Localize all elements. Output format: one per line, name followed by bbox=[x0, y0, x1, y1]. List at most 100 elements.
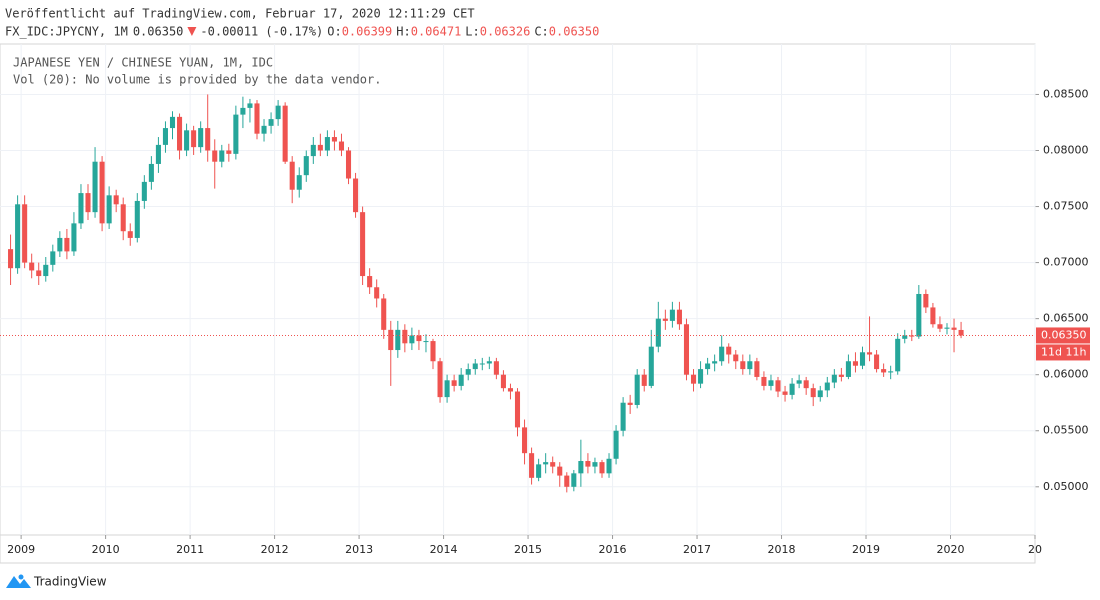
candle-body bbox=[648, 346, 654, 386]
candle-body bbox=[395, 329, 401, 351]
ohlc-key: H: bbox=[396, 25, 410, 39]
y-tick-label: 0.06000 bbox=[1043, 368, 1089, 381]
candle-body bbox=[191, 130, 197, 148]
grid: 0.05000 0.05500 0.06000 0.06500 0.07000 0.075… bbox=[0, 44, 1089, 556]
candle-body bbox=[493, 361, 499, 375]
candle-body bbox=[712, 361, 718, 364]
candle-body bbox=[874, 354, 880, 370]
ohlc-value: 0.06399 bbox=[342, 25, 393, 39]
candle-body bbox=[698, 369, 704, 384]
candle-body bbox=[113, 195, 119, 205]
x-tick-label: 20 bbox=[1028, 543, 1042, 556]
candle-body bbox=[43, 264, 49, 277]
candle-body bbox=[296, 175, 302, 190]
candle-body bbox=[184, 130, 190, 151]
x-tick-label: 2014 bbox=[430, 543, 458, 556]
candle-body bbox=[254, 103, 260, 134]
candle-body bbox=[120, 204, 126, 232]
candle-body bbox=[275, 105, 281, 120]
candle-body bbox=[557, 466, 563, 476]
ohlc-key: L: bbox=[465, 25, 479, 39]
candle-body bbox=[662, 318, 668, 321]
candle-body bbox=[212, 150, 218, 162]
candle-body bbox=[620, 402, 626, 431]
candle-body bbox=[437, 361, 443, 398]
candle-body bbox=[155, 144, 161, 164]
brand-name: TradingView bbox=[33, 575, 107, 589]
candle-body bbox=[683, 324, 690, 375]
candle-body bbox=[838, 374, 844, 377]
candle-body bbox=[416, 335, 422, 342]
x-tick-label: 2011 bbox=[176, 543, 204, 556]
candle-body bbox=[29, 262, 35, 271]
ohlc-value: 0.06326 bbox=[480, 25, 531, 39]
candle-body bbox=[430, 341, 436, 362]
candle-body bbox=[177, 116, 183, 151]
candle-body bbox=[676, 309, 682, 325]
candle-body bbox=[810, 388, 816, 398]
candle-body bbox=[796, 380, 802, 384]
candle-body bbox=[402, 329, 408, 344]
candle-body bbox=[310, 144, 316, 157]
candle-body bbox=[909, 335, 915, 337]
symbol-line: FX_IDC:JPYCNY, 1M 0.06350 -0.00011 (-0.17… bbox=[5, 25, 599, 39]
candle-body bbox=[345, 150, 352, 179]
candle-body bbox=[141, 181, 147, 201]
candle-body bbox=[500, 374, 506, 389]
candle-body bbox=[388, 329, 394, 351]
candle-body bbox=[303, 156, 309, 176]
candle-body bbox=[99, 161, 105, 224]
candle-body bbox=[367, 276, 373, 288]
candle-body bbox=[733, 354, 739, 362]
candle-body bbox=[127, 231, 133, 238]
candle-body bbox=[268, 119, 274, 126]
brand-logo bbox=[6, 574, 31, 588]
ohlc-key: O: bbox=[327, 25, 341, 39]
candle-body bbox=[627, 402, 633, 405]
candle-body bbox=[36, 270, 42, 277]
candle-body bbox=[571, 473, 577, 487]
candle-body bbox=[782, 391, 788, 395]
y-tick-label: 0.06500 bbox=[1043, 312, 1089, 325]
candle-body bbox=[923, 293, 929, 308]
candle-body bbox=[859, 352, 866, 366]
candle-body bbox=[599, 462, 605, 474]
candle-body bbox=[458, 374, 464, 386]
candle-body bbox=[331, 137, 337, 142]
candle-body bbox=[831, 374, 837, 383]
candle-body bbox=[881, 369, 887, 373]
candle-body bbox=[613, 430, 619, 459]
x-tick-label: 2017 bbox=[683, 543, 711, 556]
candle-body bbox=[57, 237, 63, 252]
candle-body bbox=[564, 475, 570, 487]
candle-body bbox=[261, 125, 267, 134]
x-tick-label: 2019 bbox=[852, 543, 880, 556]
y-tick-label: 0.07000 bbox=[1043, 256, 1089, 269]
ohlc-value: 0.06471 bbox=[411, 25, 462, 39]
candle-body bbox=[719, 346, 725, 362]
candle-body bbox=[247, 103, 253, 108]
legend-volume: Vol (20): No volume is provided by the d… bbox=[13, 73, 381, 87]
candle-body bbox=[374, 287, 380, 299]
candle-body bbox=[754, 361, 760, 377]
y-tick-label: 0.08500 bbox=[1043, 87, 1089, 100]
candle-body bbox=[409, 335, 415, 344]
candle-body bbox=[423, 341, 429, 343]
candle-body bbox=[71, 223, 77, 252]
candle-body bbox=[606, 458, 612, 474]
candle-body bbox=[768, 380, 774, 386]
candle-body bbox=[219, 150, 225, 162]
candle-body bbox=[106, 195, 112, 224]
x-tick-label: 2009 bbox=[7, 543, 35, 556]
candle-body bbox=[817, 390, 823, 398]
x-tick-label: 2016 bbox=[599, 543, 627, 556]
candle-body bbox=[92, 161, 98, 213]
candle-body bbox=[134, 200, 140, 238]
candle-body bbox=[198, 128, 204, 148]
candle-body bbox=[775, 380, 781, 392]
x-tick-label: 2012 bbox=[261, 543, 289, 556]
candle-body bbox=[22, 204, 28, 263]
candle-body bbox=[888, 371, 894, 373]
candle-body bbox=[669, 309, 675, 321]
